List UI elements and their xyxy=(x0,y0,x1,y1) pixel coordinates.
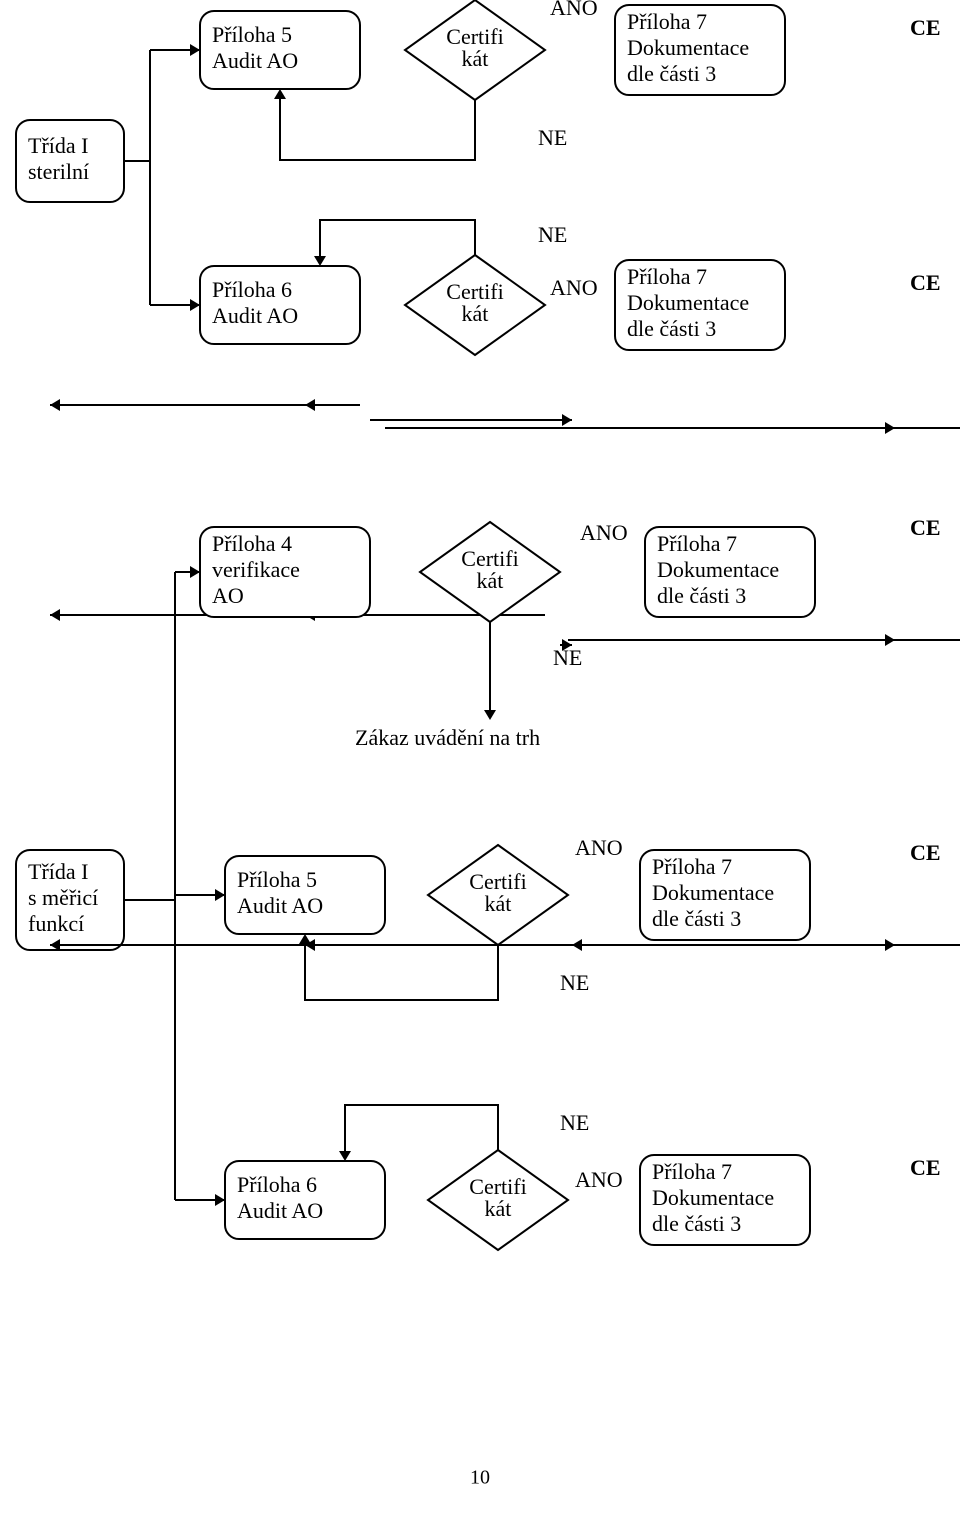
row2-process-label: Příloha 6 xyxy=(212,277,292,302)
row3-outcome-label: Dokumentace xyxy=(657,557,779,582)
connector xyxy=(320,220,475,256)
row5-process-label: Příloha 6 xyxy=(237,1172,317,1197)
arrowhead xyxy=(215,1194,225,1206)
row4-decision-label: kát xyxy=(485,891,512,916)
arrowhead xyxy=(190,566,200,578)
row1-process-label: Audit AO xyxy=(212,48,298,73)
row5-process-label: Audit AO xyxy=(237,1198,323,1223)
arrowhead xyxy=(562,414,572,426)
row4-outcome-label: Příloha 7 xyxy=(652,854,732,879)
arrowhead xyxy=(274,89,286,99)
row1-outcome-label: Příloha 7 xyxy=(627,9,707,34)
row5-outcome-label: dle části 3 xyxy=(652,1211,741,1236)
flowchart: Třída IsterilníTřída Is měřicífunkcíPříl… xyxy=(0,0,960,1519)
class-measuring-box-label: Třída I xyxy=(28,859,88,884)
row1-outcome-label: dle části 3 xyxy=(627,61,716,86)
ce-label: CE xyxy=(910,15,941,40)
arrowhead xyxy=(190,44,200,56)
arrowhead xyxy=(314,256,326,266)
ce-label: CE xyxy=(910,515,941,540)
row2-decision-label: kát xyxy=(462,301,489,326)
no-label: NE xyxy=(538,125,567,150)
class-measuring-box-label: s měřicí xyxy=(28,885,98,910)
class-measuring-box-label: funkcí xyxy=(28,911,84,936)
row3-outcome-label: dle části 3 xyxy=(657,583,746,608)
class-sterile-box-label: Třída I xyxy=(28,133,88,158)
page-number: 10 xyxy=(470,1467,490,1489)
row4-process-label: Audit AO xyxy=(237,893,323,918)
row5-outcome-label: Dokumentace xyxy=(652,1185,774,1210)
connector xyxy=(280,99,475,160)
row3-decision-label: kát xyxy=(477,568,504,593)
yes-label: ANO xyxy=(550,275,598,300)
arrowhead xyxy=(305,399,315,411)
connector xyxy=(305,944,498,1000)
row2-outcome-label: Dokumentace xyxy=(627,290,749,315)
row2-outcome-label: dle části 3 xyxy=(627,316,716,341)
ce-label: CE xyxy=(910,1155,941,1180)
no-label: NE xyxy=(538,222,567,247)
yes-label: ANO xyxy=(575,1167,623,1192)
row1-outcome-label: Dokumentace xyxy=(627,35,749,60)
row1-process-label: Příloha 5 xyxy=(212,22,292,47)
class-sterile-box-label: sterilní xyxy=(28,159,89,184)
row4-outcome-label: Dokumentace xyxy=(652,880,774,905)
row4-outcome-label: dle části 3 xyxy=(652,906,741,931)
row2-process-label: Audit AO xyxy=(212,303,298,328)
row2-outcome-label: Příloha 7 xyxy=(627,264,707,289)
arrowhead xyxy=(215,889,225,901)
row1-decision-label: kát xyxy=(462,46,489,71)
no-label: NE xyxy=(560,1110,589,1135)
ce-label: CE xyxy=(910,840,941,865)
row5-decision-label: kát xyxy=(485,1196,512,1221)
arrowhead xyxy=(484,710,496,720)
row3-process-label: verifikace xyxy=(212,557,300,582)
yes-label: ANO xyxy=(575,835,623,860)
no-label: NE xyxy=(553,645,582,670)
arrowhead xyxy=(572,939,582,951)
row5-outcome-label: Příloha 7 xyxy=(652,1159,732,1184)
row4-process-label: Příloha 5 xyxy=(237,867,317,892)
yes-label: ANO xyxy=(550,0,598,20)
row3-outcome-label: Příloha 7 xyxy=(657,531,737,556)
arrowhead xyxy=(299,934,311,944)
arrowhead xyxy=(50,609,60,621)
yes-label: ANO xyxy=(580,520,628,545)
arrowhead xyxy=(50,399,60,411)
no-label: NE xyxy=(560,970,589,995)
ce-label: CE xyxy=(910,270,941,295)
row3-process-label: Příloha 4 xyxy=(212,531,292,556)
prohibition-label: Zákaz uvádění na trh xyxy=(355,725,540,750)
arrowhead xyxy=(190,299,200,311)
arrowhead xyxy=(339,1151,351,1161)
row3-process-label: AO xyxy=(212,583,244,608)
connector xyxy=(345,1105,498,1151)
